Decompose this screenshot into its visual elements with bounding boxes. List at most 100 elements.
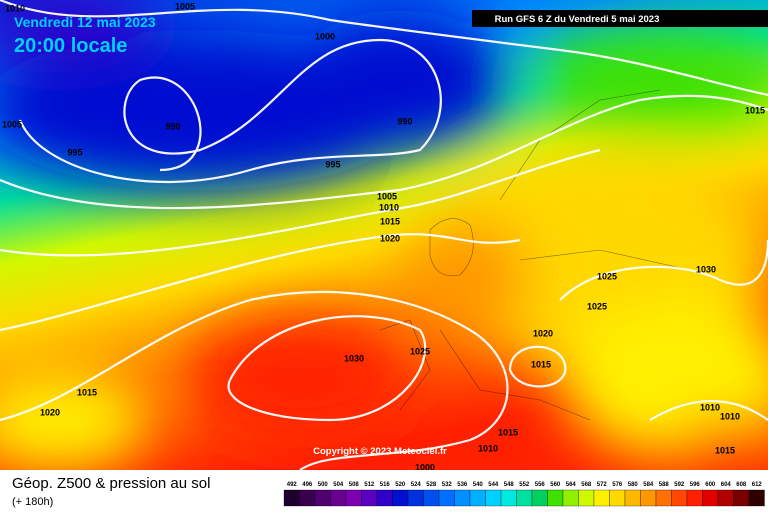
legend-label: 572 [597, 482, 608, 488]
run-info: Run GFS 6 Z du Vendredi 5 mai 2023 [495, 14, 660, 25]
legend-swatch [392, 489, 409, 507]
legend-label: 540 [473, 482, 484, 488]
legend-swatch [717, 489, 734, 507]
legend-label: 580 [628, 482, 639, 488]
legend-swatch [547, 489, 564, 507]
legend-swatch [733, 489, 750, 507]
legend-label: 552 [519, 482, 530, 488]
legend-label: 548 [504, 482, 515, 488]
legend-label: 544 [488, 482, 499, 488]
isobar-label: 1025 [410, 346, 430, 356]
legend-swatch [593, 489, 610, 507]
legend-label: 520 [395, 482, 406, 488]
isobar-label: 1015 [531, 359, 551, 369]
legend-label: 588 [659, 482, 670, 488]
legend-swatch [578, 489, 595, 507]
legend-label: 524 [411, 482, 422, 488]
legend-swatch [686, 489, 703, 507]
isobar-label: 995 [325, 159, 340, 169]
isobar-label: 1015 [498, 427, 518, 437]
legend-label: 564 [566, 482, 577, 488]
footer-title: Géop. Z500 & pression au sol [12, 475, 210, 492]
run-banner [472, 10, 768, 27]
legend-swatch [314, 489, 331, 507]
legend-swatch [299, 489, 316, 507]
legend-label: 592 [674, 482, 685, 488]
isobar-label: 990 [165, 121, 180, 131]
legend-swatch [500, 489, 517, 507]
isobar-label: 990 [397, 116, 412, 126]
legend-label: 560 [550, 482, 561, 488]
legend-swatch [671, 489, 688, 507]
isobar-label: 1015 [715, 445, 735, 455]
legend-swatch [516, 489, 533, 507]
legend-swatch [454, 489, 471, 507]
isobar-label: 1005 [175, 1, 195, 11]
isobar-label: 1020 [533, 328, 553, 338]
legend-label: 508 [349, 482, 360, 488]
legend-label: 600 [705, 482, 716, 488]
isobars [0, 0, 768, 470]
legend-swatch [531, 489, 548, 507]
isobar-label: 1005 [2, 119, 22, 129]
legend-swatch [640, 489, 657, 507]
legend-swatch [469, 489, 486, 507]
legend-swatch [361, 489, 378, 507]
legend-label: 500 [318, 482, 329, 488]
isobar-label: 1010 [700, 402, 720, 412]
forecast-date: Vendredi 12 mai 2023 [14, 14, 156, 30]
isobar-label: 1010 [478, 443, 498, 453]
legend-label: 596 [690, 482, 701, 488]
isobar-label: 1020 [380, 233, 400, 243]
isobar-label: 1025 [587, 301, 607, 311]
isobar-label: 1000 [315, 31, 335, 41]
legend-label: 612 [752, 482, 763, 488]
legend-label: 496 [302, 482, 313, 488]
legend-swatch [655, 489, 672, 507]
legend-swatch [345, 489, 362, 507]
legend-label: 556 [535, 482, 546, 488]
legend-swatch [423, 489, 440, 507]
legend-label: 604 [721, 482, 732, 488]
legend-label: 576 [612, 482, 623, 488]
legend-swatch [485, 489, 502, 507]
isobar-label: 1030 [344, 353, 364, 363]
isobar-label: 1000 [415, 462, 435, 472]
legend-swatch [438, 489, 455, 507]
legend-label: 512 [364, 482, 375, 488]
isobar-label: 1025 [597, 271, 617, 281]
legend-label: 608 [736, 482, 747, 488]
forecast-time: 20:00 locale [14, 35, 127, 57]
legend-label: 532 [442, 482, 453, 488]
legend-swatch [748, 489, 765, 507]
isobar-label: 1005 [377, 191, 397, 201]
isobar-label: 1010 [379, 202, 399, 212]
legend-swatch [562, 489, 579, 507]
legend-swatch [702, 489, 719, 507]
isobar-label: 1015 [380, 216, 400, 226]
legend-label: 492 [287, 482, 298, 488]
color-legend: 492 496 500 504 508 512 516 520 524 528 532 536 540 5… [283, 482, 765, 507]
isobar-label: 1015 [745, 105, 765, 115]
copyright: Copyright © 2023 Meteociel.fr [313, 446, 447, 457]
isobar-label: 1030 [696, 264, 716, 274]
legend-swatch [407, 489, 424, 507]
legend-swatch [624, 489, 641, 507]
footer-subtitle: (+ 180h) [12, 496, 53, 508]
legend-label: 584 [643, 482, 654, 488]
legend-label: 504 [333, 482, 344, 488]
legend-label: 516 [380, 482, 391, 488]
legend-label: 568 [581, 482, 592, 488]
isobar-label: 1015 [77, 387, 97, 397]
legend-swatch [330, 489, 347, 507]
legend-label: 528 [426, 482, 437, 488]
isobar-label: 1020 [40, 407, 60, 417]
isobar-label: 1010 [720, 411, 740, 421]
isobar-label: 1010 [5, 3, 25, 13]
legend-swatch [609, 489, 626, 507]
isobar-label: 995 [67, 147, 82, 157]
legend-label: 536 [457, 482, 468, 488]
